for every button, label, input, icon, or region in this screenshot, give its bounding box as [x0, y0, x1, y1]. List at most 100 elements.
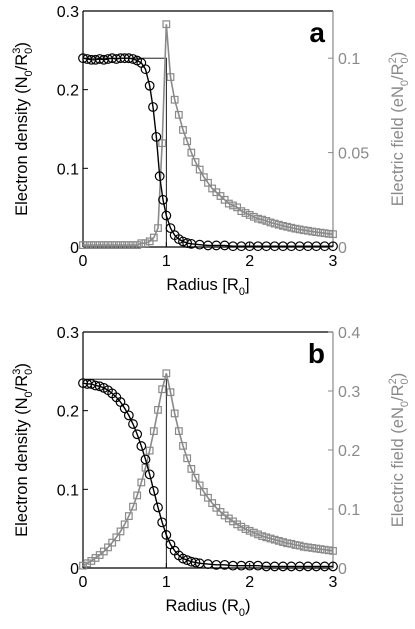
y-left-tick-label: 0.3 [57, 325, 79, 342]
x-tick-label: 3 [329, 253, 338, 270]
field-point [191, 158, 200, 166]
y-left-label-part: ) [13, 363, 31, 369]
field-point [133, 491, 142, 500]
field-point [237, 207, 246, 216]
x-axis-label: Radius (R0) [166, 597, 251, 619]
field-point [204, 178, 212, 187]
field-point [99, 241, 108, 250]
field-point [258, 532, 267, 541]
field-point [266, 534, 275, 543]
field-point [79, 241, 87, 250]
field-point [129, 241, 137, 250]
field-point [154, 405, 162, 414]
y-left-tick-label: 0.3 [57, 4, 79, 21]
field-point [187, 464, 196, 473]
density-point [328, 241, 338, 252]
field-point [270, 535, 279, 544]
field-point [324, 229, 333, 238]
field-point [279, 538, 287, 546]
y-right-tick-label: 0.2 [338, 443, 360, 460]
field-point [308, 227, 317, 236]
x-tick-label: 0 [79, 574, 88, 591]
field-point [324, 546, 333, 555]
field-point [116, 527, 125, 536]
field-point [108, 538, 117, 547]
field-point [245, 211, 254, 219]
field-point [174, 427, 183, 436]
field-point [120, 520, 129, 529]
field-point [124, 241, 133, 250]
field-point [312, 228, 321, 236]
density-point [148, 102, 158, 112]
y-right-label-part: /R [389, 63, 407, 80]
field-point [129, 502, 137, 511]
y-right-label-sub: 0 [399, 378, 411, 384]
y-left-label-sub: 0 [23, 48, 35, 54]
y-right-label-sup: 2 [387, 57, 399, 63]
field-point [179, 126, 187, 134]
field-point [170, 95, 179, 104]
field-point [120, 241, 129, 250]
field-point [241, 209, 250, 217]
field-point [316, 228, 325, 237]
field-point [245, 526, 254, 535]
field-point [183, 454, 192, 463]
field-point [162, 369, 171, 378]
field-point [249, 212, 258, 221]
x-axis-label: Radius [R0] [166, 276, 249, 298]
field-point [108, 241, 117, 250]
density-point [158, 194, 168, 205]
density-point [161, 210, 172, 221]
density-point [123, 410, 134, 421]
y-right-label-part: Electric field (eN [389, 407, 407, 527]
y-left-axis-label: Electron density (N0/R03) [11, 363, 35, 537]
field-point [224, 199, 233, 208]
y-right-label-sub: 0 [399, 401, 411, 407]
x-label-end: ] [245, 276, 250, 294]
field-point [233, 520, 242, 529]
density-point [151, 131, 162, 142]
x-label-sub: 0 [239, 607, 245, 619]
y-left-label-part: Electron density (N [13, 397, 31, 536]
y-left-label-sub: 0 [23, 369, 35, 375]
field-point [287, 539, 296, 548]
field-point [187, 148, 196, 157]
field-point [87, 241, 96, 250]
field-point [283, 539, 292, 548]
field-point [141, 463, 150, 472]
x-label-main: Radius (R [166, 597, 239, 615]
field-point [299, 542, 308, 551]
y-left-tick-label: 0 [70, 240, 79, 257]
y-right-tick-label: 0.05 [338, 146, 369, 163]
x-label-end: ) [245, 597, 251, 615]
y-right-axis-label: Electric field (eN0/R02) [387, 52, 411, 207]
field-point [291, 224, 300, 233]
density-point [328, 561, 338, 572]
y-left-label-sup: 3 [11, 48, 23, 54]
step-reference-line [83, 378, 167, 568]
field-point [191, 473, 200, 482]
field-point [79, 561, 87, 570]
field-point [208, 499, 217, 507]
density-line [82, 57, 333, 247]
field-point [170, 409, 179, 418]
y-left-label-part: Electron density (N [13, 76, 31, 215]
field-point [199, 487, 208, 496]
x-tick-label: 2 [245, 574, 254, 591]
field-point [158, 139, 167, 148]
field-point [329, 230, 337, 239]
y-left-label-sup: 3 [11, 369, 23, 375]
density-point [140, 454, 151, 465]
density-point [182, 238, 193, 248]
density-line [82, 382, 333, 568]
density-point [128, 419, 138, 429]
density-point [132, 429, 143, 440]
y-right-label-part: ) [389, 373, 407, 379]
field-point [158, 385, 167, 394]
y-right-label-part: ) [389, 52, 407, 58]
field-point [195, 165, 204, 174]
field-point [149, 233, 158, 242]
